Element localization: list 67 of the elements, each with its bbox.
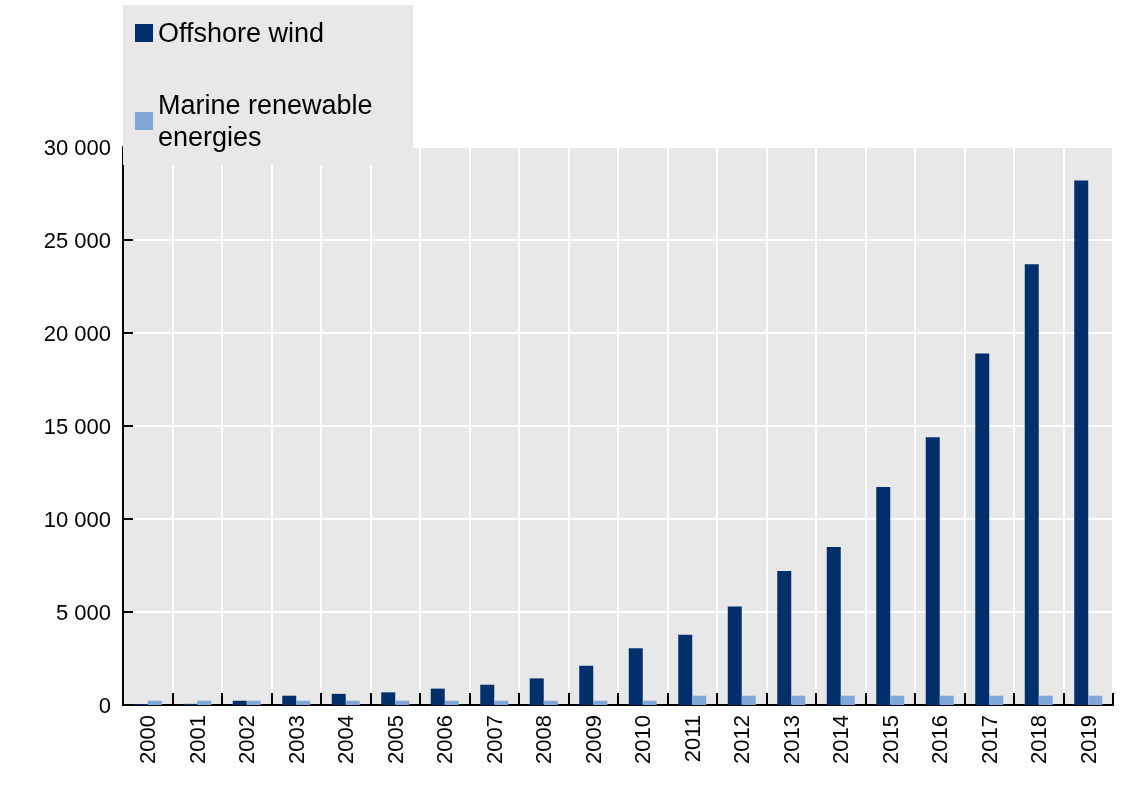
bar — [628, 648, 643, 705]
bar — [345, 700, 360, 705]
x-tick-label: 2001 — [184, 715, 210, 764]
bar — [989, 695, 1004, 705]
x-tick-label: 2015 — [877, 715, 903, 764]
bar — [777, 571, 792, 705]
bar — [543, 700, 558, 705]
bar — [939, 695, 954, 705]
bar — [727, 606, 742, 705]
x-tick-label: 2014 — [828, 715, 854, 764]
y-tick-label: 25 000 — [43, 227, 111, 253]
bar — [876, 487, 891, 705]
x-tick-label: 2009 — [580, 715, 606, 764]
y-tick-label: 5 000 — [55, 599, 111, 625]
x-tick-label: 2010 — [630, 715, 656, 764]
x-tick-label: 2006 — [432, 715, 458, 764]
x-tick-label: 2002 — [234, 715, 260, 764]
bar — [1024, 264, 1039, 705]
bar — [480, 684, 495, 705]
bar — [246, 700, 261, 705]
x-tick-label: 2019 — [1075, 715, 1101, 764]
y-tick-label: 0 — [98, 692, 111, 718]
bar — [975, 353, 990, 705]
bar — [282, 695, 297, 705]
bar — [1038, 695, 1053, 705]
x-tick-label: 2004 — [333, 715, 359, 764]
bar — [925, 437, 940, 705]
legend-label: Marine renewable energies — [158, 90, 381, 152]
bar — [232, 700, 247, 705]
y-tick-label: 10 000 — [43, 506, 111, 532]
bar — [579, 665, 594, 705]
bar — [741, 695, 756, 705]
bar — [331, 693, 346, 705]
x-tick-label: 2000 — [135, 715, 161, 764]
legend-label: Offshore wind — [158, 18, 325, 48]
bar — [826, 547, 841, 705]
bar — [494, 700, 509, 705]
bar — [692, 695, 707, 705]
bar — [678, 634, 693, 705]
x-tick-label: 2007 — [481, 715, 507, 764]
y-tick-label: 20 000 — [43, 320, 111, 346]
x-tick-label: 2003 — [283, 715, 309, 764]
x-tick-label: 2012 — [729, 715, 755, 764]
bar — [296, 700, 311, 705]
y-tick-label: 30 000 — [43, 134, 111, 160]
x-tick-label: 2018 — [1026, 715, 1052, 764]
bar — [147, 700, 162, 705]
bar — [197, 700, 212, 705]
bar — [529, 678, 544, 705]
bar — [430, 688, 445, 705]
bar — [840, 695, 855, 705]
bar — [1088, 695, 1103, 705]
bar — [791, 695, 806, 705]
bar — [395, 700, 410, 705]
x-tick-label: 2011 — [679, 715, 705, 763]
bar — [593, 700, 608, 705]
bar — [381, 692, 396, 705]
bar — [890, 695, 905, 705]
y-tick-label: 15 000 — [43, 413, 111, 439]
bar — [444, 700, 459, 705]
x-tick-label: 2017 — [976, 715, 1002, 764]
x-tick-label: 2005 — [382, 715, 408, 764]
x-tick-label: 2008 — [531, 715, 557, 764]
x-tick-label: 2013 — [778, 715, 804, 764]
bar — [642, 700, 657, 705]
x-tick-label: 2016 — [927, 715, 953, 764]
bar — [1074, 180, 1089, 705]
